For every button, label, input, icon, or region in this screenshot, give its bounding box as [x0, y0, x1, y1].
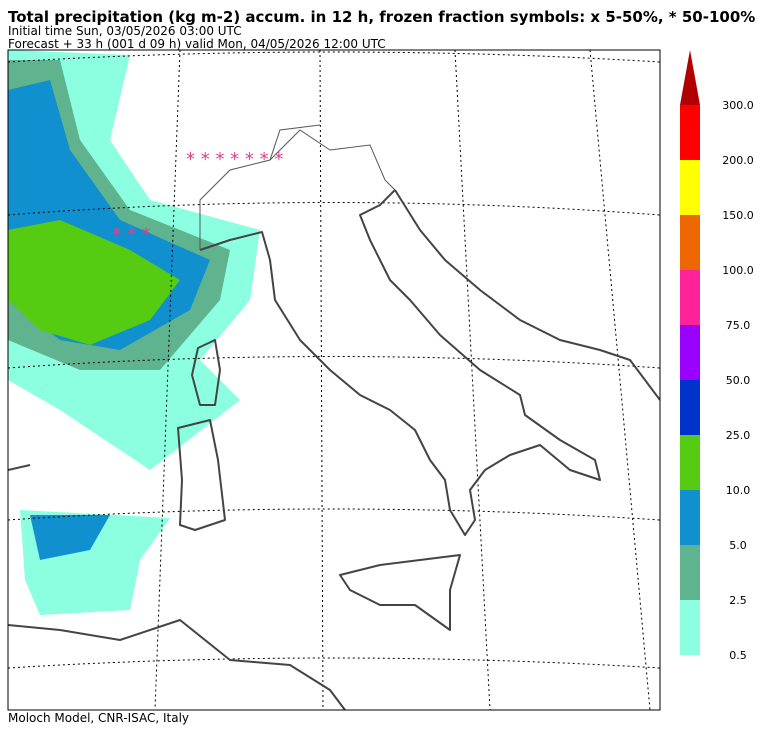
- initial-time: Initial time Sun, 03/05/2026 03:00 UTC: [8, 24, 242, 38]
- colorbar-label: 25.0: [726, 429, 751, 442]
- colorbar-band: [680, 215, 700, 270]
- corsica: [191, 339, 221, 406]
- snow-symbols: * * *: [112, 224, 150, 245]
- colorbar-band: [680, 270, 700, 325]
- colorbar-label: 75.0: [726, 319, 751, 332]
- colorbar-label: 10.0: [726, 484, 751, 497]
- footer: Moloch Model, CNR-ISAC, Italy: [8, 711, 189, 725]
- colorbar-label: 150.0: [722, 209, 754, 222]
- colorbar-label: 50.0: [726, 374, 751, 387]
- colorbar-arrow: [680, 50, 700, 105]
- colorbar-label: 300.0: [722, 99, 754, 112]
- grid-line: [8, 657, 660, 669]
- grid-line: [319, 50, 324, 710]
- colorbar-band: [680, 380, 700, 435]
- colorbar-band: [680, 600, 700, 655]
- grid-line: [8, 508, 660, 521]
- grid-line: [8, 202, 660, 216]
- map: * * * * * * * * * *: [7, 49, 661, 711]
- title: Total precipitation (kg m-2) accum. in 1…: [8, 8, 755, 26]
- precip-area: [8, 220, 180, 345]
- forecast: Forecast + 33 h (001 d 09 h) valid Mon, …: [8, 37, 386, 51]
- grid-line: [154, 50, 181, 710]
- colorbar-label: 0.5: [729, 649, 747, 662]
- coastline: [199, 189, 601, 536]
- colorbar-band: [680, 105, 700, 160]
- colorbar-band: [680, 490, 700, 545]
- colorbar-label: 200.0: [722, 154, 754, 167]
- colorbar-band: [680, 435, 700, 490]
- coastline: [8, 619, 346, 710]
- map-frame: [7, 49, 661, 711]
- sardinia: [177, 419, 226, 531]
- colorbar-label: 2.5: [729, 594, 747, 607]
- grid-line: [8, 51, 660, 63]
- coastline: [8, 464, 31, 471]
- grid-line: [589, 50, 651, 710]
- snow-symbols: * * * * * * *: [186, 149, 283, 170]
- sicily: [339, 554, 461, 631]
- colorbar-label: 100.0: [722, 264, 754, 277]
- grid-line: [8, 356, 660, 369]
- precip-area: [30, 515, 110, 560]
- grid-line: [454, 50, 491, 710]
- colorbar-band: [680, 160, 700, 215]
- coastline: [394, 189, 660, 401]
- colorbar-band: [680, 325, 700, 380]
- border: [199, 129, 396, 250]
- colorbar: 0.5 2.5 5.0 10.0 25.0 50.0 75.0 100.0 150.0 200.0…: [680, 50, 754, 662]
- border: [269, 124, 321, 161]
- colorbar-label: 5.0: [729, 539, 747, 552]
- colorbar-band: [680, 545, 700, 600]
